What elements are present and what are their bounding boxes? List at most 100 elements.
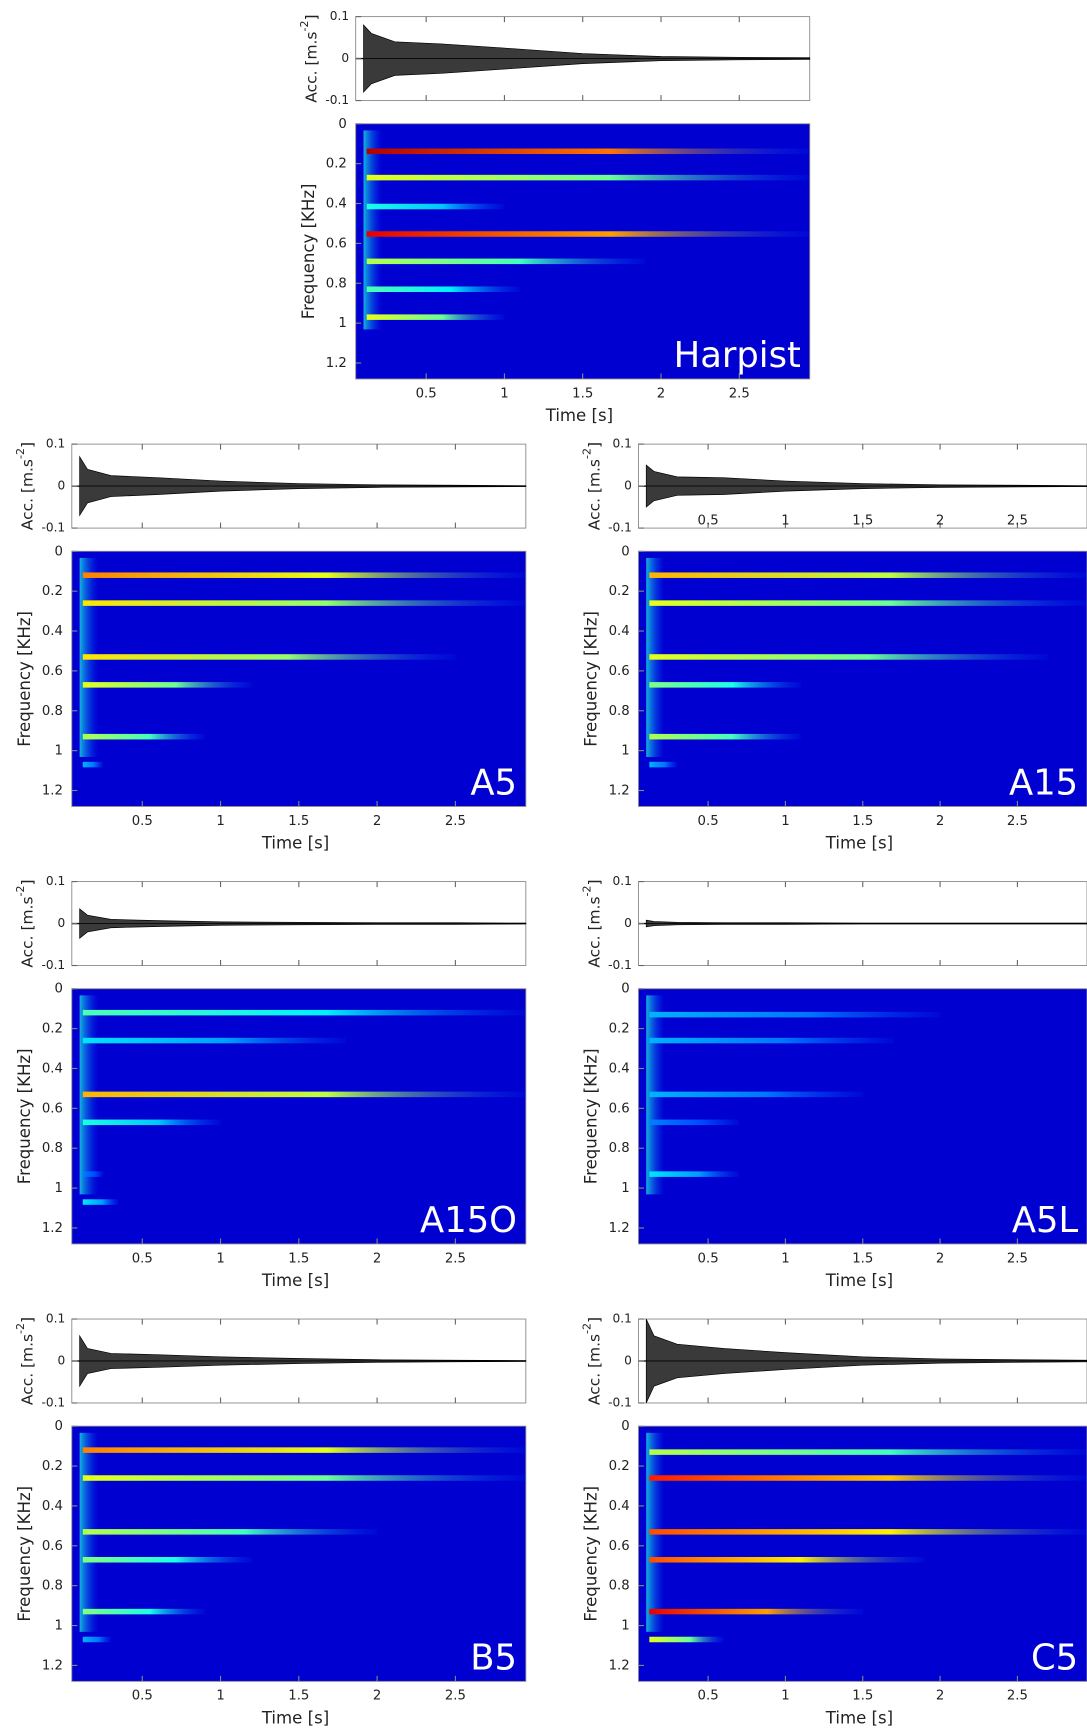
harmonic (82, 1091, 526, 1098)
x-tick-label: 2.5 (1007, 513, 1028, 528)
y-tick-label: 0.1 (613, 437, 632, 451)
harmonic (649, 733, 801, 740)
x-tick-label: 2 (936, 1251, 944, 1266)
x-tick-label: 0.5 (132, 814, 153, 829)
harmonic (649, 654, 1049, 660)
y-tick-label: 0.8 (609, 1579, 630, 1594)
harmonic (649, 1011, 941, 1018)
y-tick-label: 1 (55, 1619, 63, 1634)
harmonic (649, 600, 1087, 606)
y-tick-label: 0 (57, 479, 65, 493)
x-axis-label: Time [s] (261, 1708, 329, 1727)
spectrogram-plot (363, 130, 810, 330)
y-tick-label: 0 (621, 982, 629, 997)
harmonic (649, 761, 678, 768)
y-tick-label: 1.2 (609, 784, 630, 799)
y-tick-label: 1 (621, 744, 629, 759)
harmonic (649, 1556, 925, 1563)
harmonic (366, 203, 505, 210)
y-tick-label: 0.2 (326, 157, 347, 172)
harmonic (649, 682, 801, 688)
acc-ylabel-part: ] (302, 14, 320, 20)
y-tick-label: 0.4 (326, 197, 347, 212)
harmonic (649, 1475, 1087, 1481)
y-tick-label: -0.1 (608, 521, 632, 535)
y-tick-label: 0.2 (609, 1459, 630, 1474)
y-tick-label: 0.6 (609, 1101, 630, 1116)
x-tick-label: 1.5 (288, 814, 309, 829)
x-axis-label: Time [s] (825, 1708, 893, 1727)
harmonic (82, 1636, 111, 1643)
acc-ylabel-part: ] (585, 879, 603, 885)
acc-envelope-upper (645, 919, 1087, 924)
acc-envelope-upper (363, 24, 811, 59)
panel-label: Harpist (674, 335, 801, 376)
y-tick-label: 0.4 (609, 1061, 630, 1076)
y-tick-label: 0.2 (609, 1022, 630, 1037)
x-tick-label: 0.5 (132, 1251, 153, 1266)
acc-ylabel: Acc. [m.s-2] (581, 879, 603, 967)
acc-ylabel-part: ] (18, 879, 36, 885)
x-tick-label: 2.5 (445, 1251, 466, 1266)
harmonic (649, 1529, 1087, 1535)
x-tick-label: 2 (936, 814, 944, 829)
y-tick-label: 0.2 (609, 584, 630, 599)
x-tick-label: 1 (216, 1251, 224, 1266)
acc-ylabel-part: Acc. [m.s (18, 1334, 36, 1405)
y-tick-label: 0 (55, 1419, 63, 1434)
acc-ylabel-part: -2 (14, 448, 27, 459)
acc-ylabel: Acc. [m.s-2] (581, 442, 603, 530)
harmonic (366, 148, 810, 155)
harmonic (366, 231, 810, 237)
y-tick-label: 0.1 (613, 1312, 632, 1326)
x-tick-label: 1 (216, 1689, 224, 1704)
x-tick-label: 1 (216, 814, 224, 829)
harmonic (649, 1171, 740, 1177)
spectrogram-plot (646, 1432, 1087, 1643)
onset-region (363, 130, 383, 330)
y-tick-label: 0.1 (46, 1312, 65, 1326)
acc-ylabel-part: -2 (14, 885, 27, 896)
y-tick-label: 0.2 (42, 1459, 63, 1474)
y-tick-label: 0.2 (42, 584, 63, 599)
acc-ylabel: Acc. [m.s-2] (14, 442, 36, 530)
y-tick-label: 0.1 (46, 437, 65, 451)
harmonic (82, 1171, 104, 1177)
harmonic (366, 314, 505, 320)
x-tick-label: 1.5 (288, 1251, 309, 1266)
y-tick-label: 0.2 (42, 1022, 63, 1037)
x-axis-label: Time [s] (825, 1271, 893, 1290)
acc-ylabel-part: -2 (14, 1323, 27, 1334)
acc-ylabel: Acc. [m.s-2] (298, 14, 320, 102)
acc-ylabel-part: Acc. [m.s (18, 896, 36, 967)
y-tick-label: 1.2 (609, 1658, 630, 1673)
y-axis-label: Frequency [KHz] (582, 1048, 601, 1184)
y-tick-label: 1.2 (609, 1221, 630, 1236)
harmonic (82, 1529, 378, 1535)
harmonic (82, 1608, 205, 1615)
acc-ylabel-part: ] (18, 442, 36, 448)
acc-envelope-lower (79, 923, 527, 939)
panel-label: B5 (470, 1637, 517, 1678)
acc-ylabel-part: ] (18, 1317, 36, 1323)
harmonic (82, 1556, 252, 1563)
y-axis-label: Frequency [KHz] (15, 1486, 34, 1622)
spectrogram-plot (79, 1432, 526, 1643)
spectrogram-background (71, 988, 527, 1245)
y-tick-label: 0.1 (613, 874, 632, 888)
y-tick-label: 0.6 (42, 1101, 63, 1116)
y-tick-label: 1 (55, 1181, 63, 1196)
y-tick-label: -0.1 (608, 1395, 632, 1409)
x-tick-label: 2 (936, 513, 944, 528)
panel-label: C5 (1031, 1637, 1078, 1678)
harmonic (82, 733, 205, 740)
y-tick-label: 1.2 (42, 1221, 63, 1236)
y-tick-label: 0 (57, 916, 65, 930)
x-tick-label: 2.5 (1007, 1251, 1028, 1266)
y-tick-label: 0.1 (330, 9, 349, 23)
panel-label: A15O (420, 1200, 517, 1241)
harmonic (82, 1009, 526, 1016)
y-tick-label: 0.4 (42, 1061, 63, 1076)
spectrogram-background (71, 550, 527, 807)
